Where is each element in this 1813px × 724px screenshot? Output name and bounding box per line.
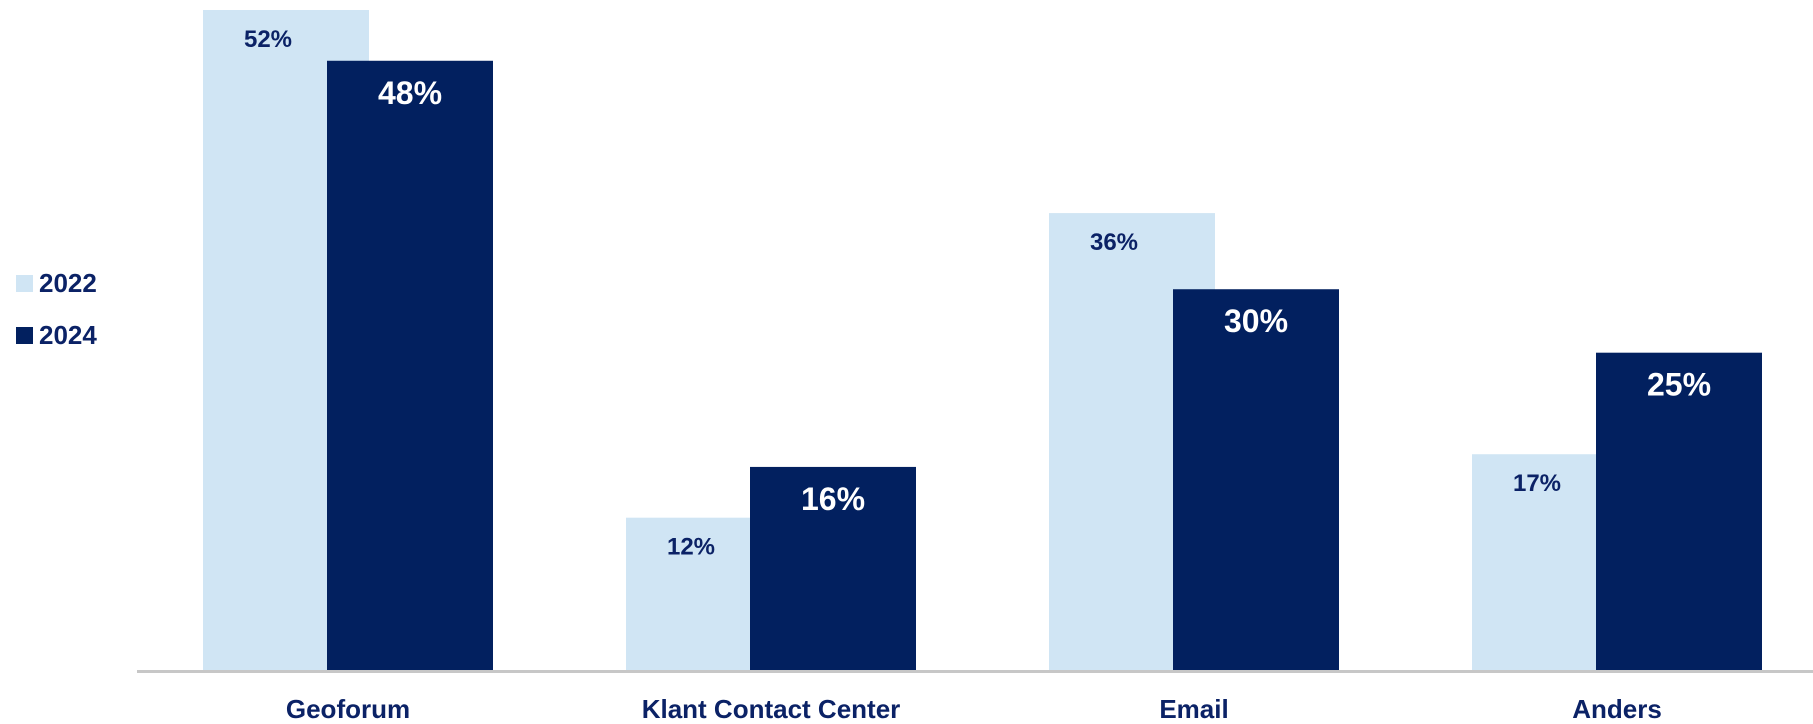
bar-klant-contact-center-2024 <box>750 466 916 670</box>
bar-email-2024 <box>1173 289 1339 670</box>
category-label-klant-contact-center: Klant Contact Center <box>642 694 901 724</box>
legend-swatch-2022 <box>16 274 33 292</box>
category-label-geoforum: Geoforum <box>286 694 410 724</box>
legend-swatch-2024 <box>16 326 33 344</box>
data-label-email-2024: 30% <box>1224 303 1288 339</box>
data-label-klant-contact-center-2022: 12% <box>667 534 715 561</box>
data-label-geoforum-2024: 48% <box>378 75 442 111</box>
data-label-klant-contact-center-2024: 16% <box>801 481 865 517</box>
category-label-anders: Anders <box>1572 694 1662 724</box>
legend: 2022 2024 <box>16 267 97 374</box>
legend-item-2022: 2022 <box>16 267 97 298</box>
data-label-email-2022: 36% <box>1090 229 1138 256</box>
legend-label-2024: 2024 <box>39 319 97 350</box>
category-label-email: Email <box>1159 694 1228 724</box>
bar-geoforum-2024 <box>327 60 493 671</box>
bar-anders-2024 <box>1596 352 1762 670</box>
legend-label-2022: 2022 <box>39 267 97 298</box>
data-label-anders-2024: 25% <box>1647 367 1711 403</box>
data-label-anders-2022: 17% <box>1513 470 1561 497</box>
legend-item-2024: 2024 <box>16 319 97 350</box>
data-label-geoforum-2022: 52% <box>244 26 292 53</box>
